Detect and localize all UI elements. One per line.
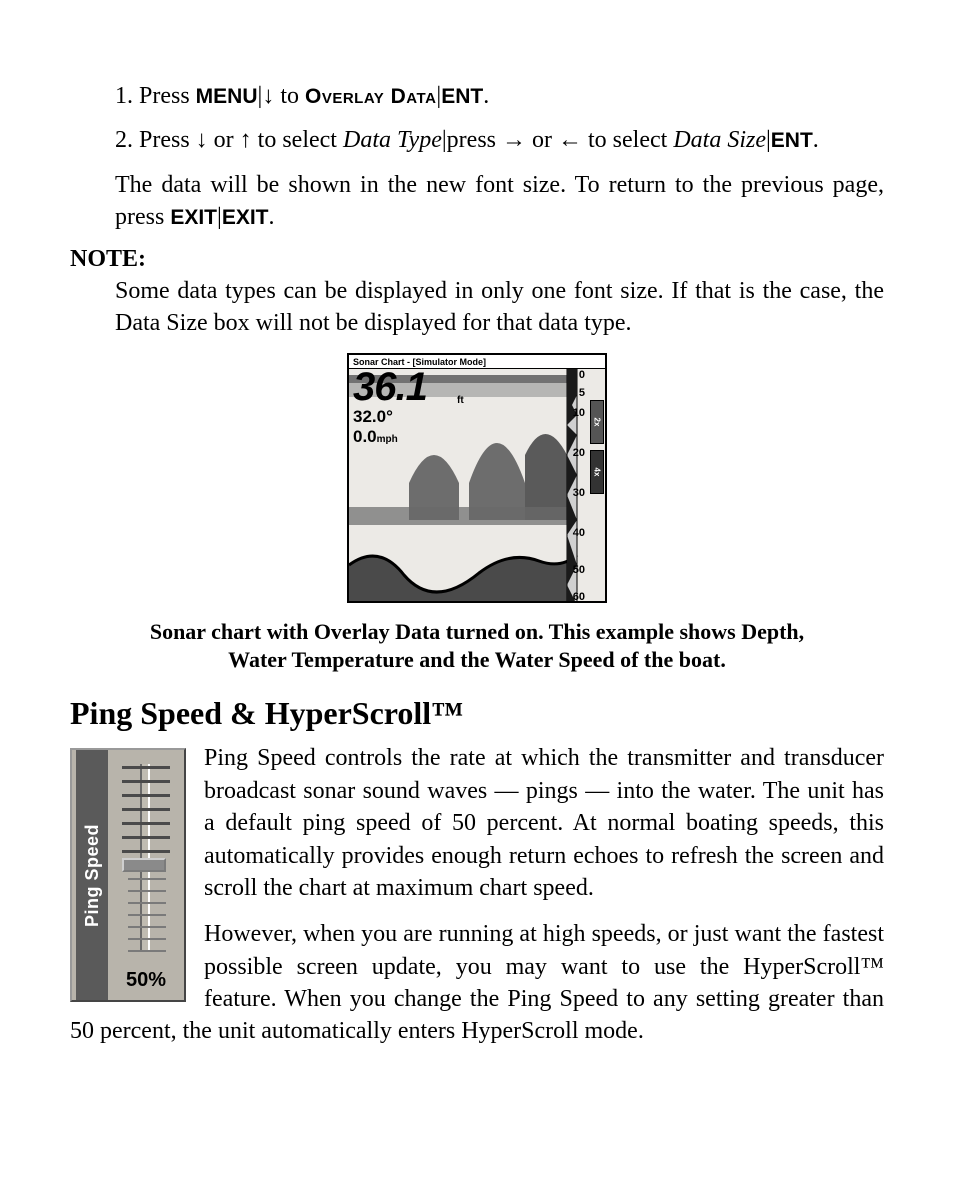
zoom-4x: 4x bbox=[593, 468, 602, 477]
tick-60: 60 bbox=[573, 591, 585, 603]
depth-scale: 0 5 10 20 30 40 50 60 bbox=[569, 369, 587, 599]
key-menu: MENU bbox=[196, 85, 258, 108]
text: . bbox=[483, 83, 489, 109]
ping-slider-thumb[interactable] bbox=[122, 858, 166, 872]
text: 1. Press bbox=[115, 83, 196, 109]
text: . bbox=[269, 204, 275, 230]
depth-value: 36.1 bbox=[353, 365, 427, 409]
tick-40: 40 bbox=[573, 527, 585, 539]
ping-speed-control: Ping Speed 50% bbox=[70, 748, 186, 1002]
tick-30: 30 bbox=[573, 487, 585, 499]
sonar-figure: Sonar Chart - [Simulator Mode] 36.1 32.0… bbox=[70, 353, 884, 608]
return-paragraph: The data will be shown in the new font s… bbox=[70, 169, 884, 234]
tick-0: 0 bbox=[579, 369, 585, 381]
data-size-label: Data Size bbox=[673, 127, 766, 153]
temp-value: 32.0° bbox=[353, 407, 427, 427]
key-ent: ENT bbox=[441, 85, 483, 108]
ping-label-strip: Ping Speed bbox=[76, 750, 108, 1000]
note-body: Some data types can be displayed in only… bbox=[70, 275, 884, 340]
text: to bbox=[274, 83, 305, 109]
step-2: 2. Press ↓ or ↑ to select Data Type|pres… bbox=[70, 124, 884, 156]
key-exit: EXIT bbox=[170, 206, 217, 229]
slider-tick bbox=[128, 914, 166, 916]
slider-tick bbox=[122, 780, 170, 783]
slider-tick bbox=[122, 822, 170, 825]
tick-20: 20 bbox=[573, 447, 585, 459]
tick-10: 10 bbox=[573, 407, 585, 419]
ping-percent: 50% bbox=[112, 969, 180, 992]
left-arrow-icon: ← bbox=[558, 126, 582, 153]
ping-section: Ping Speed 50% Ping Speed controls the r… bbox=[70, 742, 884, 1060]
right-arrow-icon: → bbox=[502, 126, 526, 153]
slider-tick bbox=[128, 938, 166, 940]
text: press bbox=[447, 127, 502, 153]
slider-tick bbox=[122, 850, 170, 853]
slider-tick bbox=[128, 926, 166, 928]
text: or bbox=[208, 127, 240, 153]
slider-tick bbox=[122, 808, 170, 811]
ping-body-2: However, when you are running at high sp… bbox=[70, 918, 884, 1048]
section-heading: Ping Speed & HyperScroll™ bbox=[70, 695, 884, 732]
zoom-sidebar: 2x 4x bbox=[590, 370, 604, 599]
tick-50: 50 bbox=[573, 564, 585, 576]
key-exit: EXIT bbox=[222, 206, 269, 229]
slider-tick bbox=[128, 902, 166, 904]
text: to select bbox=[582, 127, 673, 153]
ping-slider-track bbox=[140, 764, 150, 950]
sonar-overlay-data: 36.1 32.0° 0.0mph bbox=[353, 369, 427, 447]
depth-unit: ft bbox=[457, 395, 464, 406]
data-type-label: Data Type bbox=[343, 127, 442, 153]
ping-body-1: Ping Speed controls the rate at which th… bbox=[70, 742, 884, 904]
speed-value: 0.0 bbox=[353, 427, 377, 446]
text: or bbox=[526, 127, 558, 153]
note-label: NOTE: bbox=[70, 246, 884, 273]
step-1: 1. Press MENU|↓ to Overlay Data|ENT. bbox=[70, 80, 884, 112]
tick-5: 5 bbox=[579, 387, 585, 399]
slider-tick bbox=[122, 794, 170, 797]
speed-unit: mph bbox=[377, 434, 398, 445]
figure-caption: Sonar chart with Overlay Data turned on.… bbox=[120, 618, 834, 673]
up-arrow-icon: ↑ bbox=[240, 126, 252, 153]
zoom-2x: 2x bbox=[593, 418, 602, 427]
text: . bbox=[813, 127, 819, 153]
text: to select bbox=[252, 127, 343, 153]
slider-tick bbox=[122, 766, 170, 769]
sonar-screenshot: Sonar Chart - [Simulator Mode] 36.1 32.0… bbox=[347, 353, 607, 603]
overlay-data-label: Overlay Data bbox=[305, 85, 436, 108]
down-arrow-icon: ↓ bbox=[196, 126, 208, 153]
slider-tick bbox=[122, 836, 170, 839]
slider-tick bbox=[128, 950, 166, 952]
text: 2. Press bbox=[115, 127, 196, 153]
down-arrow-icon: ↓ bbox=[262, 82, 274, 109]
ping-label: Ping Speed bbox=[82, 824, 103, 927]
slider-tick bbox=[128, 890, 166, 892]
slider-tick bbox=[128, 878, 166, 880]
key-ent: ENT bbox=[771, 129, 813, 152]
